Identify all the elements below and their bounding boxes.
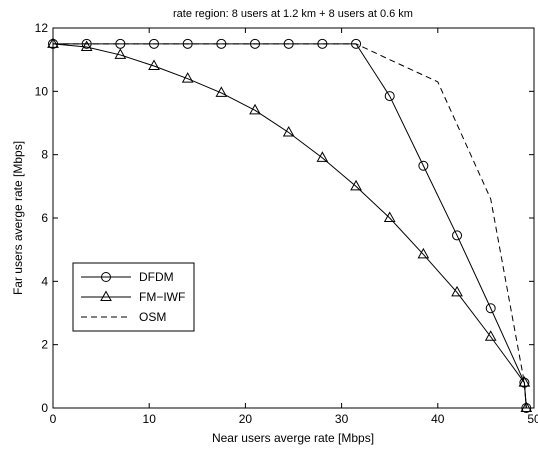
- legend: DFDM FM−IWF OSM: [72, 262, 195, 332]
- y-axis-label: Far users averge rate [Mbps]: [11, 141, 25, 295]
- data-point-fm-iwf: [148, 59, 160, 70]
- data-point-dfdm: [485, 303, 496, 314]
- data-point-dfdm: [351, 38, 362, 49]
- plot-frame: [52, 27, 535, 409]
- axis-ticks: 0 10 20 30 40 50 0 2 4 6 8 10 12: [35, 21, 538, 426]
- legend-label-osm: OSM: [139, 310, 166, 324]
- data-point-fm-iwf: [114, 48, 127, 59]
- data-point-fm-iwf: [520, 401, 533, 412]
- x-tick-label: 40: [431, 412, 445, 426]
- data-point-dfdm: [418, 160, 429, 171]
- data-point-fm-iwf: [215, 86, 228, 97]
- data-point-fm-iwf: [417, 247, 430, 259]
- y-tick-label: 10: [35, 84, 49, 98]
- data-point-fm-iwf: [181, 72, 194, 83]
- data-point-dfdm: [250, 38, 261, 49]
- legend-marker-fm-iwf: [100, 290, 112, 301]
- legend-marker-dfdm: [101, 272, 111, 282]
- data-series: [47, 37, 533, 413]
- data-point-fm-iwf: [350, 179, 362, 191]
- series-fm-iwf: [47, 37, 533, 412]
- y-tick-label: 12: [35, 21, 49, 35]
- y-tick-label: 8: [41, 148, 48, 162]
- series-line-osm: [53, 43, 527, 409]
- y-tick-label: 6: [41, 211, 48, 225]
- legend-label-dfdm: DFDM: [139, 270, 174, 284]
- x-tick-label: 20: [239, 412, 253, 426]
- y-tick-label: 0: [41, 401, 48, 415]
- data-point-fm-iwf: [282, 125, 295, 137]
- data-point-dfdm: [384, 91, 395, 102]
- data-point-fm-iwf: [451, 285, 463, 297]
- y-tick-label: 4: [41, 274, 48, 288]
- x-tick-label: 50: [527, 412, 538, 426]
- data-point-dfdm: [81, 38, 92, 49]
- x-axis-label: Near users averge rate [Mbps]: [212, 431, 374, 445]
- data-point-fm-iwf: [249, 103, 261, 115]
- data-point-fm-iwf: [47, 37, 59, 48]
- data-point-fm-iwf: [383, 211, 396, 222]
- data-point-fm-iwf: [316, 151, 329, 162]
- x-tick-label: 30: [335, 412, 349, 426]
- data-point-dfdm: [452, 230, 463, 241]
- x-tick-label: 10: [143, 412, 157, 426]
- legend-label-fm-iwf: FM−IWF: [139, 290, 185, 304]
- x-tick-label: 0: [50, 412, 57, 426]
- data-point-fm-iwf: [80, 40, 93, 51]
- y-tick-label: 2: [41, 338, 48, 352]
- series-line-fm-iwf: [52, 43, 527, 409]
- chart-title: rate region: 8 users at 1.2 km + 8 users…: [173, 8, 413, 20]
- data-point-fm-iwf: [484, 330, 497, 341]
- series-osm: [53, 43, 527, 409]
